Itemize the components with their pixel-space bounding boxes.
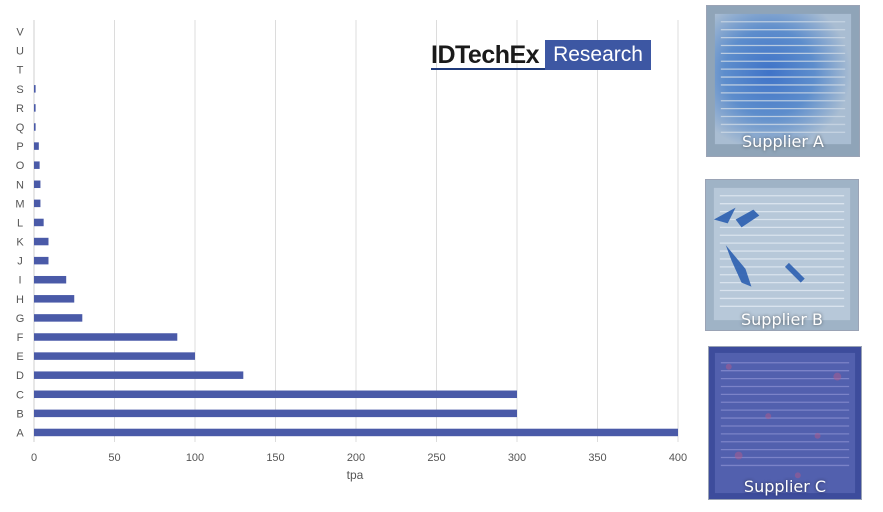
bar-P — [34, 142, 39, 150]
y-category-label: R — [16, 103, 24, 115]
bar-R — [34, 104, 36, 112]
x-axis-tick-labels: 0 50 100 150 200 250 300 350 400 — [31, 452, 687, 464]
idtechex-logo: IDTechEx Research — [431, 40, 651, 70]
y-category-label: H — [16, 294, 24, 306]
x-tick-label: 400 — [669, 452, 687, 464]
bar-D — [34, 371, 244, 379]
y-category-label: G — [16, 313, 25, 325]
x-tick-label: 250 — [427, 452, 445, 464]
y-category-label: N — [16, 179, 24, 191]
y-category-label: L — [17, 217, 23, 229]
x-tick-label: 350 — [588, 452, 606, 464]
y-category-label: V — [16, 27, 24, 39]
y-category-label: T — [17, 65, 24, 77]
x-tick-label: 50 — [108, 452, 120, 464]
chart-bars — [34, 85, 678, 437]
bar-I — [34, 275, 67, 284]
y-category-label: P — [16, 141, 23, 153]
bar-L — [34, 218, 44, 227]
bar-B — [34, 409, 517, 418]
y-category-label: I — [18, 275, 21, 287]
bar-F — [34, 333, 178, 341]
y-category-label: D — [16, 370, 24, 382]
logo-research-tag: Research — [545, 40, 651, 70]
supplier-c-photo: Supplier C — [708, 346, 862, 500]
x-tick-label: 200 — [347, 452, 365, 464]
bar-H — [34, 295, 75, 303]
y-category-label: K — [16, 237, 24, 249]
bar-S — [34, 85, 36, 93]
y-category-label: U — [16, 46, 24, 58]
y-category-label: S — [16, 84, 23, 96]
supplier-c-label: Supplier C — [743, 477, 827, 496]
chart-gridlines — [33, 20, 679, 442]
bar-G — [34, 314, 83, 322]
bar-J — [34, 256, 49, 265]
y-category-label: Q — [16, 122, 25, 134]
x-tick-label: 150 — [266, 452, 284, 464]
y-category-label: C — [16, 389, 24, 401]
bar-C — [34, 390, 517, 399]
x-tick-label: 0 — [31, 452, 37, 464]
y-category-label: E — [16, 351, 23, 363]
bar-O — [34, 161, 40, 169]
bar-A — [34, 428, 678, 437]
bar-N — [34, 180, 41, 189]
x-tick-label: 100 — [186, 452, 204, 464]
logo-brand-text: IDTechEx — [431, 40, 546, 70]
y-category-label: O — [16, 160, 25, 172]
y-category-label: B — [16, 408, 23, 420]
supplier-c-image — [709, 347, 861, 499]
supplier-a-photo: Supplier A — [706, 5, 860, 157]
supplier-b-label: Supplier B — [741, 310, 823, 329]
supplier-b-photo: Supplier B — [705, 179, 859, 331]
y-category-label: F — [17, 332, 24, 344]
bar-K — [34, 237, 49, 246]
y-category-label: J — [17, 256, 23, 268]
x-axis-label: tpa — [347, 468, 364, 482]
bar-M — [34, 199, 41, 208]
supplier-a-label: Supplier A — [742, 132, 824, 151]
bar-E — [34, 352, 195, 360]
y-category-label: A — [16, 427, 24, 439]
supplier-b-image — [706, 180, 858, 330]
bar-Q — [34, 123, 36, 131]
y-category-label: M — [15, 198, 24, 210]
supplier-a-image — [707, 6, 859, 156]
x-tick-label: 300 — [508, 452, 526, 464]
